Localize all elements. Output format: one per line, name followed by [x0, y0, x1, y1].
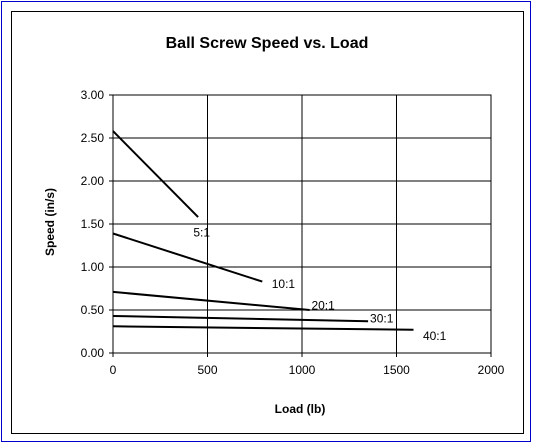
- y-tick-label-0: 0.00: [81, 346, 105, 360]
- y-tick-label-3: 1.50: [81, 217, 105, 231]
- series-label-0: 5:1: [193, 226, 210, 240]
- x-tick-label-3: 1500: [383, 363, 410, 377]
- series-line-1: [112, 232, 263, 283]
- series-line-2: [112, 290, 310, 311]
- x-tick-label-0: 0: [110, 363, 117, 377]
- series-label-3: 30:1: [370, 312, 394, 326]
- series-label-1: 10:1: [272, 277, 296, 291]
- y-tick-label-1: 0.50: [81, 303, 105, 317]
- series-line-3: [112, 315, 369, 323]
- series-line-0: [112, 130, 199, 218]
- x-tick-label-1: 500: [197, 363, 217, 377]
- x-tick-label-2: 1000: [289, 363, 316, 377]
- chart-title: Ball Screw Speed vs. Load: [166, 35, 369, 52]
- series-line-4: [112, 325, 414, 331]
- series-label-4: 40:1: [423, 329, 447, 343]
- plot-layer: 0 500 1000 1500 2000 0.00 0.50 1.00 1.50 2.00 2.50…: [81, 88, 505, 377]
- y-tick-label-4: 2.00: [81, 174, 105, 188]
- x-tick-label-4: 2000: [478, 363, 505, 377]
- y-tick-label-2: 1.00: [81, 260, 105, 274]
- series-label-2: 20:1: [311, 299, 335, 313]
- x-axis-title: Load (lb): [275, 402, 326, 416]
- y-tick-label-6: 3.00: [81, 88, 105, 102]
- y-tick-label-5: 2.50: [81, 131, 105, 145]
- y-axis-title: Speed (in/s): [43, 188, 57, 256]
